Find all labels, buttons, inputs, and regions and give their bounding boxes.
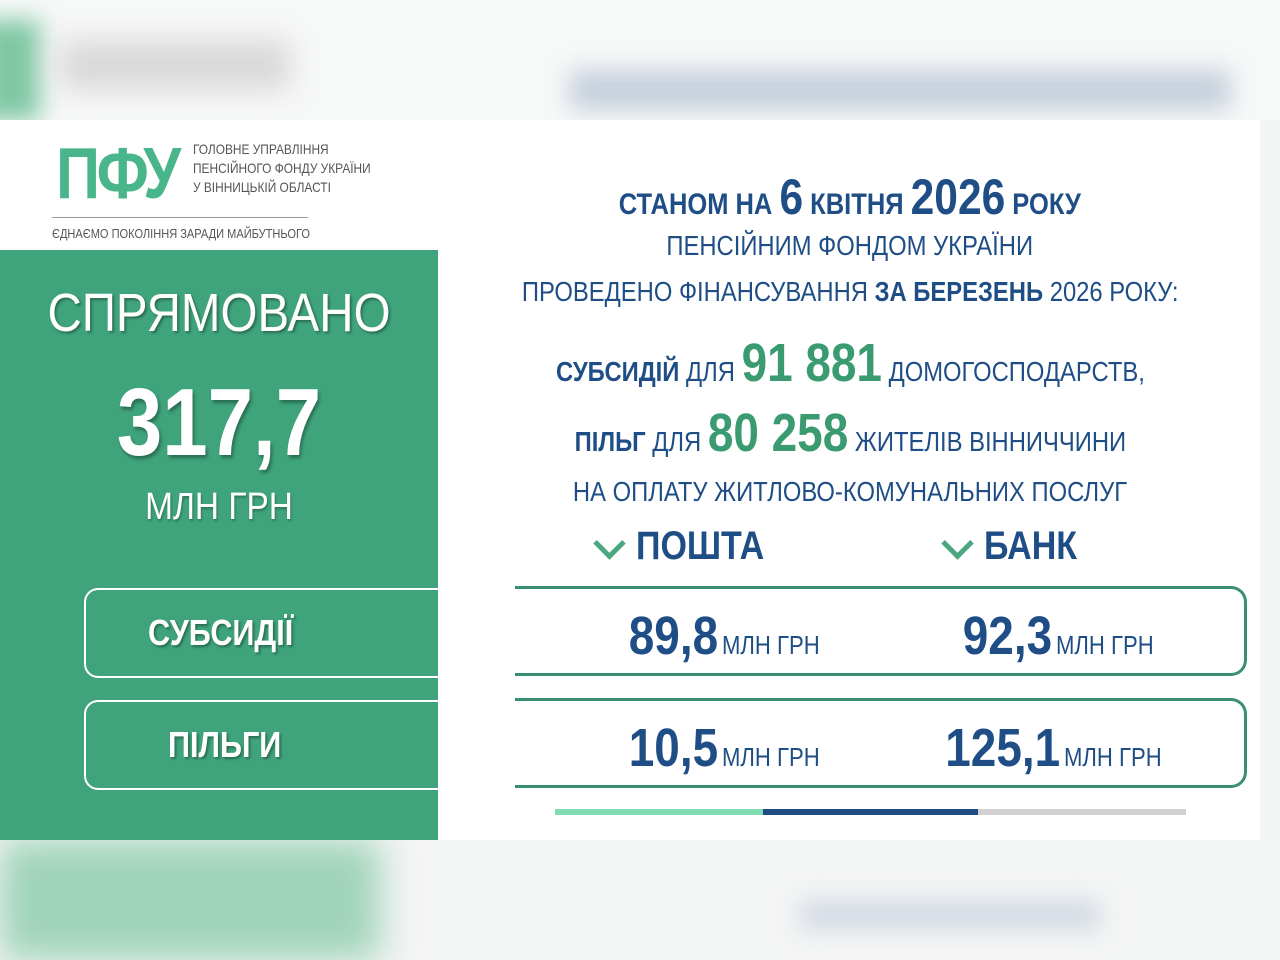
subsidies-post: 89,8 МЛН ГРН — [628, 606, 820, 666]
slogan: ЄДНАЄМО ПОКОЛІННЯ ЗАРАДИ МАЙБУТНЬОГО — [52, 226, 310, 241]
summary-total: 317,7 — [116, 369, 322, 476]
blurred-background-bottom — [0, 840, 1280, 960]
summary-heading: СПРЯМОВАНО — [47, 283, 391, 343]
column-bank: БАНК — [940, 524, 1093, 569]
blurred-background-top — [0, 0, 1280, 120]
decor-bar-green — [555, 809, 763, 815]
headline-line3: ПРОВЕДЕНО ФІНАНСУВАННЯ ЗА БЕРЕЗЕНЬ 2026 … — [521, 276, 1179, 307]
row-benefits: 10,5 МЛН ГРН 125,1 МЛН ГРН — [515, 698, 1247, 788]
chevron-down-icon — [592, 532, 622, 562]
logo-line: У ВІННИЦЬКІЙ ОБЛАСТІ — [193, 179, 332, 195]
infographic: ПФУ ГОЛОВНЕ УПРАВЛІННЯ ПЕНСІЙНОГО ФОНДУ … — [0, 120, 1260, 840]
row-subsidies: 89,8 МЛН ГРН 92,3 МЛН ГРН — [515, 586, 1247, 676]
summary-unit: МЛН ГРН — [145, 486, 293, 528]
row-label-benefits: ПІЛЬГИ — [84, 700, 454, 790]
headline-line6: НА ОПЛАТУ ЖИТЛОВО-КОМУНАЛЬНИХ ПОСЛУГ — [572, 476, 1128, 507]
decor-bar-gray — [978, 809, 1186, 815]
subsidies-bank: 92,3 МЛН ГРН — [962, 606, 1154, 666]
headline-date: СТАНОМ НА 6 КВІТНЯ 2026 РОКУ — [618, 169, 1082, 225]
column-post: ПОШТА — [592, 524, 787, 569]
benefits-residents: ПІЛЬГ ДЛЯ 80 258 ЖИТЕЛІВ ВІННИЧЧИНИ — [574, 403, 1126, 463]
benefits-bank: 125,1 МЛН ГРН — [945, 718, 1162, 778]
logo-line: ГОЛОВНЕ УПРАВЛІННЯ — [193, 141, 329, 157]
chevron-down-icon — [940, 532, 970, 562]
logo-text: ГОЛОВНЕ УПРАВЛІННЯ ПЕНСІЙНОГО ФОНДУ УКРА… — [193, 140, 371, 197]
row-label-subsidies: СУБСИДІЇ — [84, 588, 454, 678]
subsidies-households: СУБСИДІЙ ДЛЯ 91 881 ДОМОГОСПОДАРСТВ, — [555, 333, 1145, 393]
logo-line: ПЕНСІЙНОГО ФОНДУ УКРАЇНИ — [193, 160, 371, 176]
decor-bar-blue — [763, 809, 978, 815]
benefits-post: 10,5 МЛН ГРН — [628, 718, 820, 778]
summary-panel: СПРЯМОВАНО 317,7 МЛН ГРН СУБСИДІЇ ПІЛЬГИ — [0, 250, 454, 840]
pfu-logo: ПФУ ГОЛОВНЕ УПРАВЛІННЯ ПЕНСІЙНОГО ФОНДУ … — [56, 138, 402, 210]
divider — [52, 217, 308, 218]
logo-mark: ПФУ — [56, 134, 181, 214]
headline-line2: ПЕНСІЙНИМ ФОНДОМ УКРАЇНИ — [666, 230, 1034, 261]
